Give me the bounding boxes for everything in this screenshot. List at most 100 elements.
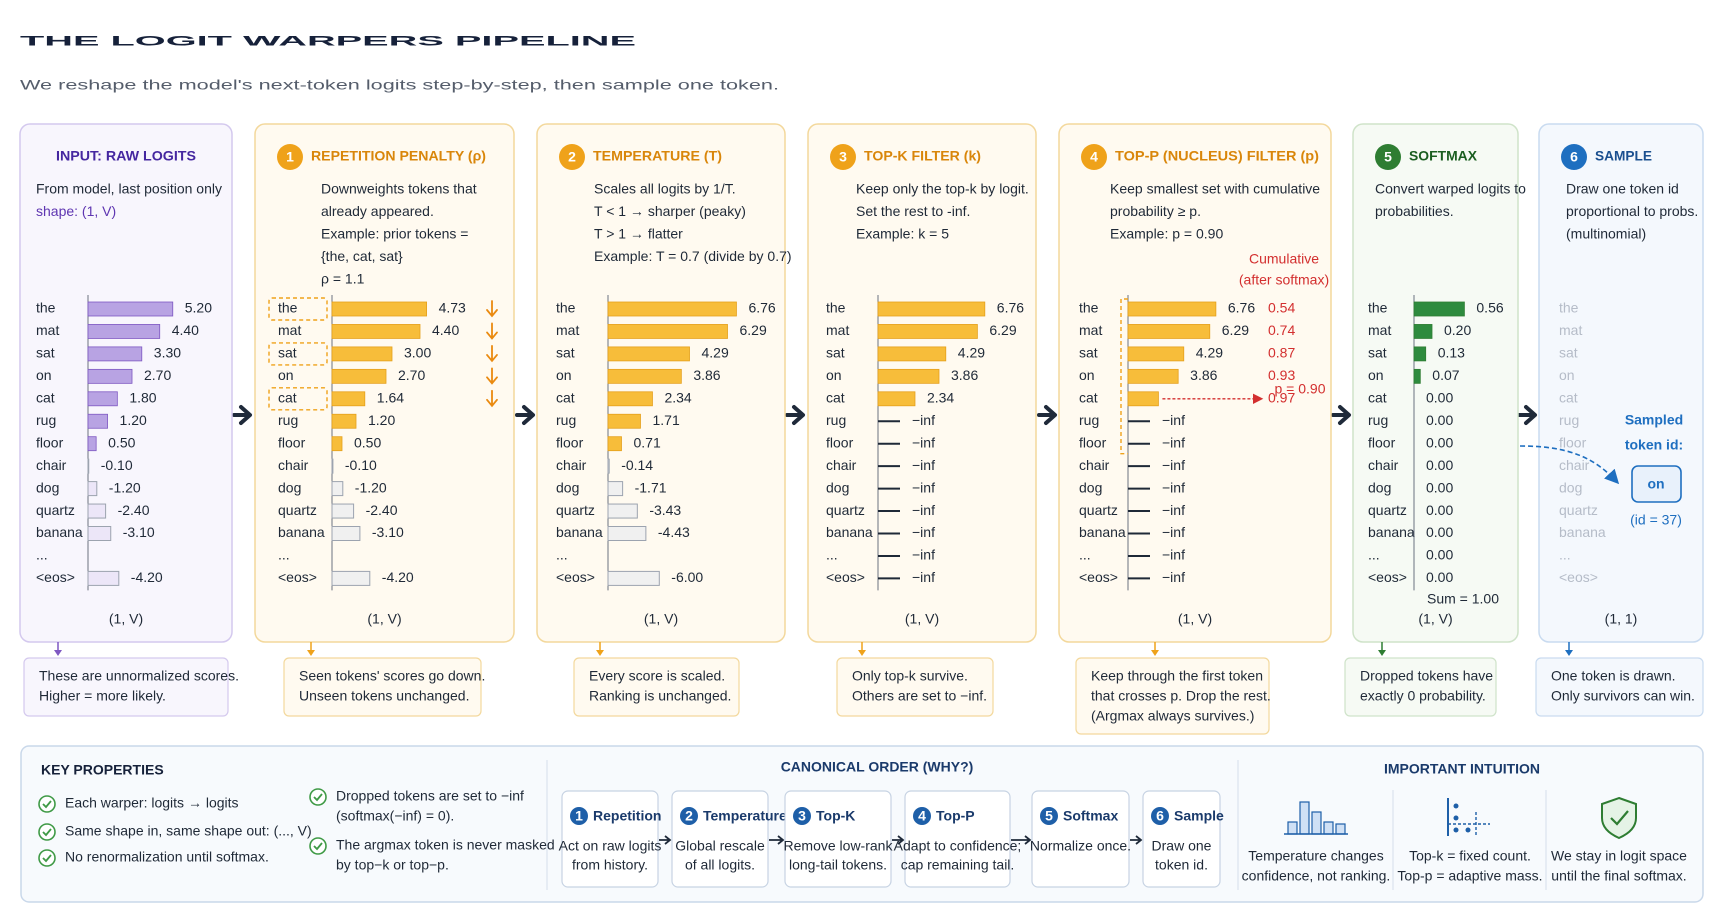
- negative-bar: [607, 503, 638, 519]
- order-badge: [1151, 807, 1169, 825]
- token-label: rug: [1559, 412, 1579, 428]
- token-label: banana: [556, 524, 603, 540]
- token-label: chair: [1079, 457, 1110, 473]
- order-arrow: [769, 835, 785, 845]
- value-label: −inf: [912, 434, 935, 450]
- token-label: mat: [278, 322, 301, 338]
- token-label: the: [556, 300, 576, 316]
- panel-description: {the, cat, sat}: [321, 248, 403, 264]
- value-label: 4.29: [958, 345, 985, 361]
- value-label: 0.00: [1426, 479, 1453, 495]
- note-text: These are unnormalized scores.: [39, 668, 239, 684]
- bar: [877, 368, 940, 384]
- value-label: 4.73: [439, 300, 466, 316]
- panel-description: Draw one token id: [1566, 181, 1679, 197]
- intuition-text: Top-p = adaptive mass.: [1397, 868, 1542, 884]
- bar: [1127, 301, 1217, 317]
- negative-bar: [87, 503, 107, 519]
- value-label: −inf: [1162, 412, 1185, 428]
- panel-description: From model, last position only: [36, 181, 222, 197]
- bar: [87, 324, 161, 339]
- token-label: quartz: [36, 502, 75, 518]
- panel-description: T > 1 → flatter: [594, 226, 683, 242]
- value-label: −inf: [1162, 434, 1185, 450]
- value-label: -0.10: [345, 457, 377, 473]
- intuition-text: Top-k = fixed count.: [1409, 848, 1531, 864]
- panel-heading: INPUT: RAW LOGITS: [56, 148, 196, 164]
- bar: [331, 368, 387, 384]
- flow-arrow: [515, 405, 535, 425]
- note-connector-head: [307, 650, 315, 656]
- value-label: 2.34: [664, 390, 691, 406]
- bar: [87, 391, 118, 407]
- bar: [1127, 346, 1185, 362]
- token-label: chair: [826, 457, 857, 473]
- shape-label: (1, 1): [1605, 611, 1638, 627]
- nucleus-bracket: [1120, 298, 1128, 455]
- bar: [607, 324, 728, 339]
- order-badge: [793, 807, 811, 825]
- panel-description: Keep smallest set with cumulative: [1110, 181, 1320, 197]
- flow-arrow: [1331, 405, 1351, 425]
- note-connector-head: [1151, 650, 1159, 656]
- sampled-id: (id = 37): [1630, 512, 1682, 528]
- note-text: Higher = more likely.: [39, 688, 166, 704]
- value-label: −inf: [1162, 524, 1185, 540]
- order-description: cap remaining tail.: [901, 857, 1015, 873]
- step-number: 4: [1090, 149, 1098, 165]
- token-label: the: [1368, 300, 1388, 316]
- token-label: sat: [826, 345, 845, 361]
- bar: [607, 413, 641, 429]
- token-label: chair: [36, 457, 67, 473]
- prior-token-box: [268, 297, 328, 321]
- order-description: Global rescale: [675, 838, 765, 854]
- value-label: −inf: [912, 412, 935, 428]
- token-label: <eos>: [36, 569, 75, 585]
- note-text: Only top-k survive.: [852, 668, 968, 684]
- note-text: Unseen tokens unchanged.: [299, 688, 469, 704]
- order-name: Repetition: [593, 808, 661, 824]
- token-label: mat: [826, 322, 849, 338]
- shape-label: (1, V): [644, 611, 678, 627]
- value-label: 1.64: [377, 390, 404, 406]
- note-box: [1535, 657, 1704, 717]
- token-label: <eos>: [1368, 569, 1407, 585]
- intuition-text: confidence, not ranking.: [1242, 868, 1391, 884]
- order-arrow: [1130, 835, 1143, 845]
- token-label: ...: [278, 547, 290, 563]
- token-label: chair: [556, 457, 587, 473]
- token-label: <eos>: [1559, 569, 1598, 585]
- order-description: Remove low-rank: [784, 838, 894, 854]
- token-label: floor: [1559, 434, 1587, 450]
- value-label: 1.20: [368, 412, 395, 428]
- token-label: floor: [278, 434, 306, 450]
- order-description: from history.: [572, 857, 648, 873]
- token-label: mat: [556, 322, 579, 338]
- panel-description: Example: k = 5: [856, 226, 949, 242]
- note-connector-head: [1378, 650, 1386, 656]
- decrease-arrow: [486, 389, 498, 408]
- token-label: quartz: [1079, 502, 1118, 518]
- flow-arrow: [232, 405, 252, 425]
- token-label: rug: [1368, 412, 1388, 428]
- value-label: −inf: [1162, 569, 1185, 585]
- token-label: on: [1079, 367, 1095, 383]
- value-label: 0.50: [354, 434, 381, 450]
- order-description: Draw one: [1152, 838, 1212, 854]
- token-label: ...: [1079, 547, 1091, 563]
- order-name: Temperature: [703, 808, 787, 824]
- property-text: Each warper: logits → logits: [65, 795, 239, 811]
- token-label: cat: [1368, 390, 1387, 406]
- step-number: 2: [568, 149, 576, 165]
- step-badge: [559, 144, 585, 170]
- value-label: −inf: [912, 479, 935, 495]
- note-text: Others are set to −inf.: [852, 688, 987, 704]
- token-label: on: [36, 367, 52, 383]
- negative-bar: [607, 526, 647, 541]
- order-arrow: [659, 835, 672, 845]
- token-label: dog: [278, 479, 301, 495]
- value-label: -2.40: [118, 502, 150, 518]
- bar: [331, 301, 427, 317]
- token-label: on: [278, 367, 294, 383]
